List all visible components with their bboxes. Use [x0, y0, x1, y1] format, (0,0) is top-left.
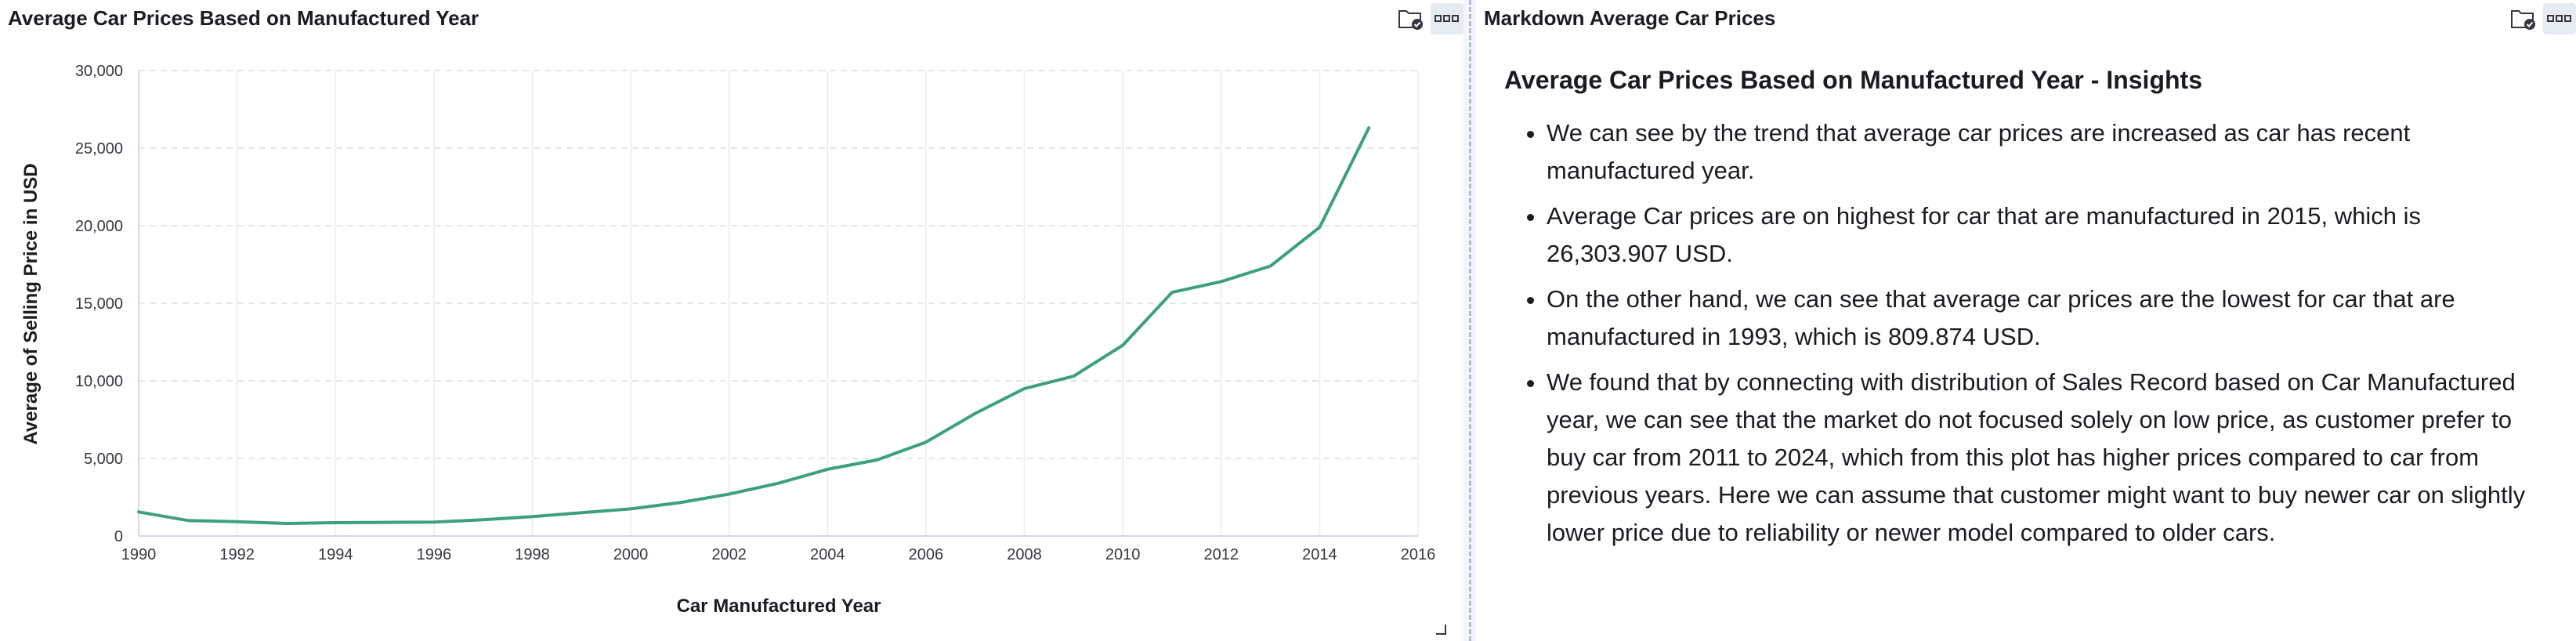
- y-tick-label: 5,000: [84, 451, 123, 468]
- x-tick-label: 1994: [318, 546, 353, 563]
- x-axis-title: Car Manufactured Year: [677, 596, 881, 617]
- x-tick-label: 2006: [909, 546, 944, 563]
- x-tick-label: 2010: [1105, 546, 1141, 563]
- y-axis-title: Average of Selling Price in USD: [20, 163, 42, 444]
- markdown-panel-actions: [2504, 3, 2576, 34]
- x-tick-label: 2002: [711, 546, 747, 563]
- y-tick-label: 25,000: [75, 140, 123, 158]
- panel-divider[interactable]: [1463, 0, 1476, 641]
- panel-options-icon[interactable]: [1431, 3, 1463, 34]
- markdown-heading: Average Car Prices Based on Manufactured…: [1504, 66, 2202, 94]
- x-tick-label: 1998: [515, 546, 550, 563]
- x-tick-label: 1990: [121, 546, 157, 563]
- x-tick-label: 2016: [1401, 546, 1436, 563]
- y-tick-label: 15,000: [75, 295, 123, 313]
- chart-series: [137, 126, 1371, 525]
- x-tick-label: 2004: [810, 546, 845, 563]
- folder-check-icon[interactable]: [1395, 3, 1427, 34]
- y-tick-label: 20,000: [75, 218, 123, 235]
- markdown-panel-title: Markdown Average Car Prices: [1484, 6, 1776, 30]
- resize-handle-icon[interactable]: [1435, 624, 1446, 635]
- chart-axes: 1990 1992 1994 1996 1998 2000 2002 2004 2006 2008…: [75, 63, 1435, 563]
- markdown-content: Average Car Prices Based on Manufactured…: [1504, 64, 2546, 560]
- chart-grid: [138, 70, 1419, 536]
- chart-panel-actions: [1391, 3, 1463, 34]
- y-tick-label: 30,000: [75, 63, 123, 80]
- markdown-bullet: We found that by connecting with distrib…: [1547, 364, 2546, 552]
- x-tick-label: 2014: [1302, 546, 1337, 563]
- markdown-bullet: On the other hand, we can see that avera…: [1547, 281, 2546, 356]
- markdown-bullet: We can see by the trend that average car…: [1547, 114, 2546, 190]
- markdown-panel: Markdown Average Car Prices Average Car …: [1476, 0, 2576, 641]
- y-tick-label: 0: [114, 528, 123, 545]
- markdown-bullet: Average Car prices are on highest for ca…: [1547, 197, 2546, 273]
- panel-divider-line: [1469, 0, 1471, 641]
- y-tick-label: 10,000: [75, 373, 123, 390]
- x-tick-label: 1996: [417, 546, 452, 563]
- markdown-bullet-list: We can see by the trend that average car…: [1504, 114, 2546, 552]
- x-tick-label: 1992: [219, 546, 255, 563]
- chart-panel: Average Car Prices Based on Manufactured…: [8, 3, 1463, 635]
- price-series-line[interactable]: [137, 126, 1371, 525]
- x-tick-label: 2012: [1204, 546, 1239, 563]
- folder-check-icon[interactable]: [2507, 3, 2540, 34]
- x-tick-label: 2008: [1007, 546, 1042, 563]
- x-tick-label: 2000: [613, 546, 649, 563]
- line-chart: 1990 1992 1994 1996 1998 2000 2002 2004 2006 2008…: [20, 63, 1435, 617]
- chart-panel-title: Average Car Prices Based on Manufactured…: [8, 6, 479, 30]
- panel-options-icon[interactable]: [2543, 3, 2576, 34]
